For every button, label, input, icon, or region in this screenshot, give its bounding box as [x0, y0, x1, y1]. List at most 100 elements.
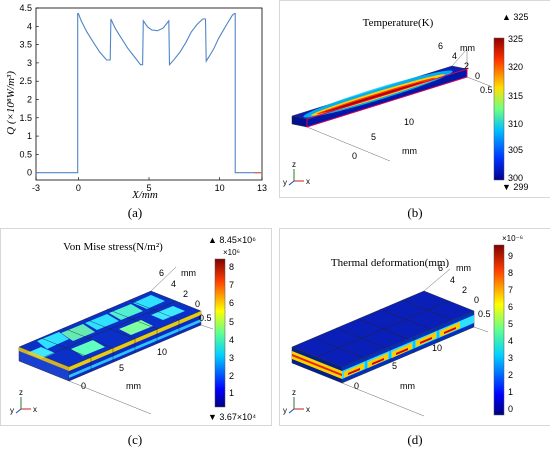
y-tick-label: 4.5 — [19, 3, 32, 13]
triad-x: x — [306, 405, 310, 414]
colorbar-tick: 305 — [508, 145, 523, 155]
colorbar-tick: 7 — [229, 280, 234, 290]
axis-triad: z x y — [283, 388, 310, 415]
y-tick-label: 3 — [27, 58, 32, 68]
x-tick-label: 0 — [76, 183, 81, 193]
x-tick-label: 5 — [146, 183, 151, 193]
colorbar-ticks: 8 7 6 5 4 3 2 1 — [229, 262, 234, 398]
colorbar-tick: 325 — [508, 34, 523, 44]
colorbar-tick: 310 — [508, 119, 523, 129]
axis-label: 5 — [119, 363, 124, 373]
axis-label: 0 — [81, 381, 86, 391]
colorbar — [493, 244, 505, 416]
y-tick-label: 2.5 — [19, 76, 32, 86]
colorbar-exponent: ×10⁻⁶ — [502, 234, 523, 243]
colorbar-tick: 4 — [508, 336, 513, 346]
y-tick-label: 0.5 — [19, 149, 32, 159]
colorbar-tick: 7 — [508, 285, 513, 295]
caption-d: (d) — [407, 432, 423, 447]
deformation-plot: Thermal deformation(mm) ×10⁻⁶ 9 8 7 6 5 … — [283, 234, 523, 417]
triad-y: y — [283, 178, 287, 187]
axis-label: 5 — [371, 132, 376, 142]
series-line — [36, 12, 262, 174]
axis-triad: z x y — [10, 388, 37, 415]
axis-label: 2 — [183, 289, 188, 299]
plot-title: Temperature(K) — [363, 17, 434, 29]
colorbar-tick: 1 — [508, 387, 513, 397]
axis-labels: 6 4 2 0 0.5 10 5 0 mm mm — [352, 41, 493, 161]
colorbar-tick: 315 — [508, 91, 523, 101]
y-tick-label: 1.5 — [19, 113, 32, 123]
axis-label: 4 — [452, 51, 457, 61]
triad-y: y — [283, 406, 287, 415]
x-tick-label: 13 — [257, 183, 267, 193]
deformation-slab — [291, 290, 475, 384]
min-label: ▼ 299 — [502, 182, 528, 192]
triad-z: z — [292, 388, 296, 397]
axis-label: 0 — [474, 295, 479, 305]
axis-unit: mm — [460, 43, 475, 53]
temperature-slab — [291, 65, 468, 128]
axis-label: 0 — [475, 71, 480, 81]
axis-label: 6 — [438, 41, 443, 51]
y-tick-label: 1 — [27, 131, 32, 141]
y-axis-label: Q (×10⁸W/m³) — [5, 71, 17, 135]
axis-label: 0.5 — [199, 313, 212, 323]
triad-z: z — [19, 388, 23, 397]
colorbar-tick: 2 — [508, 370, 513, 380]
panel-d-deformation: Thermal deformation(mm) ×10⁻⁶ 9 8 7 6 5 … — [279, 228, 550, 426]
colorbar-tick: 9 — [508, 251, 513, 261]
axis-label: 4 — [171, 279, 176, 289]
axis-label: 10 — [404, 117, 414, 127]
colorbar — [493, 37, 505, 181]
axis-label: 0.5 — [478, 309, 491, 319]
caption-b: (b) — [407, 205, 423, 220]
heat-flux-line-chart: Q (×10⁸W/m³) X/mm 0 0.5 1 1.5 2 2.5 3 3.5 4 4.5 -3… — [5, 3, 267, 200]
axis-label: 5 — [392, 361, 397, 371]
stress-plot: Von Mise stress(N/m²) ▲ 8.45×10⁶ ×10⁶ ▼ … — [10, 235, 256, 422]
colorbar — [214, 258, 226, 408]
colorbar-ticks: 9 8 7 6 5 4 3 2 1 0 — [508, 251, 513, 414]
colorbar-tick: 0 — [508, 404, 513, 414]
colorbar-tick: 5 — [229, 317, 234, 327]
min-label: ▼ 3.67×10⁴ — [208, 412, 256, 422]
axis-labels: 6 4 2 0 0.5 10 5 0 mm mm — [81, 268, 212, 391]
axis-label: 0.5 — [480, 85, 493, 95]
axis-label: 6 — [438, 263, 443, 273]
triad-x: x — [306, 177, 310, 186]
caption-c: (c) — [127, 432, 143, 447]
colorbar-ticks: 325 320 315 310 305 300 — [508, 34, 523, 183]
colorbar-tick: 3 — [229, 353, 234, 363]
axis-unit: mm — [456, 263, 471, 273]
colorbar-tick: 8 — [508, 268, 513, 278]
colorbar-tick: 300 — [508, 173, 523, 183]
panel-a-chart: Q (×10⁸W/m³) X/mm 0 0.5 1 1.5 2 2.5 3 3.5 4 4.5 -3… — [0, 0, 270, 225]
temperature-plot: Temperature(K) ▲ 325 ▼ 299 325 320 315 3… — [283, 12, 528, 192]
y-tick-label: 0 — [27, 168, 32, 178]
axis-label: 4 — [450, 275, 455, 285]
axis-label: 0 — [195, 299, 200, 309]
axis-labels: 6 4 2 0 0.5 10 5 0 mm mm — [354, 263, 491, 391]
colorbar-tick: 320 — [508, 62, 523, 72]
axis-unit: mm — [400, 381, 415, 391]
colorbar-tick: 2 — [229, 371, 234, 381]
x-axis-label: X/mm — [131, 189, 158, 200]
stress-slab — [18, 290, 202, 382]
plot-frame — [35, 7, 263, 181]
colorbar-tick: 1 — [229, 388, 234, 398]
max-label: ▲ 8.45×10⁶ — [208, 235, 256, 245]
panel-b-temperature: Temperature(K) ▲ 325 ▼ 299 325 320 315 3… — [279, 0, 550, 198]
max-label: ▲ 325 — [502, 12, 528, 22]
axis-label: 2 — [462, 285, 467, 295]
plot-title: Thermal deformation(mm) — [331, 257, 450, 269]
x-tick-label: -3 — [32, 183, 40, 193]
colorbar-tick: 6 — [229, 298, 234, 308]
triad-x: x — [33, 405, 37, 414]
axis-label: 2 — [464, 61, 469, 71]
colorbar-tick: 6 — [508, 302, 513, 312]
colorbar-exponent: ×10⁶ — [223, 248, 240, 257]
colorbar-tick: 4 — [229, 335, 234, 345]
colorbar-tick: 8 — [229, 262, 234, 272]
axis-triad: z x y — [283, 160, 310, 187]
panel-c-stress: Von Mise stress(N/m²) ▲ 8.45×10⁶ ×10⁶ ▼ … — [0, 228, 272, 426]
